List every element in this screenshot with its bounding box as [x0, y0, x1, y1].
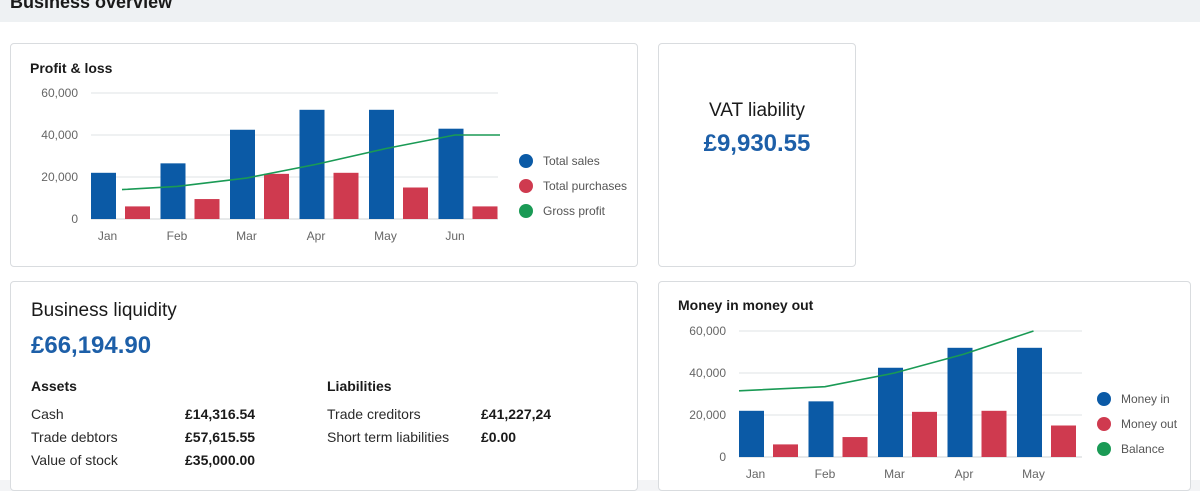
x-tick-label: May: [374, 229, 397, 243]
asset-row: Cash £14,316.54: [31, 406, 291, 428]
line-balance: [738, 330, 1034, 392]
asset-label: Cash: [31, 406, 64, 422]
y-tick-label: 0: [71, 212, 78, 226]
legend-marker: [1097, 417, 1111, 431]
bar-total-purchases: [472, 206, 498, 219]
x-tick-label: Feb: [167, 229, 188, 243]
y-tick-label: 40,000: [41, 128, 78, 142]
bar-total-sales: [438, 128, 464, 219]
y-tick-label: 20,000: [41, 170, 78, 184]
legend-marker: [519, 179, 533, 193]
x-tick-label: Apr: [307, 229, 326, 243]
bar-total-sales: [369, 109, 394, 219]
legend-marker: [1097, 392, 1111, 406]
liability-row: Trade creditors £41,227,24: [327, 406, 607, 428]
bar-money-in: [878, 367, 903, 457]
liability-label: Trade creditors: [327, 406, 421, 422]
y-tick-label: 20,000: [689, 408, 726, 422]
bar-total-sales: [91, 172, 116, 219]
profit-loss-title: Profit & loss: [30, 60, 113, 76]
legend-marker: [519, 154, 533, 168]
business-liquidity-title: Business liquidity: [31, 300, 177, 321]
vat-liability-card[interactable]: VAT liability £9,930.55: [658, 43, 856, 267]
bar-total-purchases: [194, 199, 220, 219]
asset-value: £14,316.54: [185, 406, 256, 422]
legend-label: Balance: [1121, 442, 1165, 456]
x-tick-label: Feb: [815, 467, 836, 481]
profit-loss-card[interactable]: Profit & loss 60,000 40,000 20,000 0 Jan Feb M…: [10, 43, 638, 267]
money-in-out-title: Money in money out: [678, 297, 814, 313]
legend-label: Money in: [1121, 392, 1170, 406]
asset-value: £57,615.55: [185, 429, 256, 445]
asset-value: £35,000.00: [185, 452, 256, 468]
money-in-out-card[interactable]: Money in money out 60,000 40,000 20,000 0 Ja…: [658, 281, 1191, 491]
legend-label: Total purchases: [543, 179, 627, 193]
bar-money-in: [739, 410, 764, 457]
y-tick-label: 40,000: [689, 366, 726, 380]
y-tick-label: 60,000: [41, 86, 78, 100]
legend-label: Gross profit: [543, 204, 606, 218]
bar-money-in: [1017, 347, 1042, 457]
business-liquidity-card[interactable]: Business liquidity £66,194.90 Assets Cas…: [10, 281, 638, 491]
legend-marker: [519, 204, 533, 218]
bar-money-out: [1051, 425, 1076, 457]
x-tick-label: May: [1022, 467, 1045, 481]
dashboard: Profit & loss 60,000 40,000 20,000 0 Jan Feb M…: [0, 22, 1200, 491]
assets-heading: Assets: [31, 378, 77, 394]
y-tick-label: 60,000: [689, 324, 726, 338]
legend-marker: [1097, 442, 1111, 456]
x-tick-label: Apr: [955, 467, 974, 481]
x-tick-label: Mar: [884, 467, 905, 481]
asset-row: Trade debtors £57,615.55: [31, 429, 291, 451]
asset-label: Value of stock: [31, 452, 118, 468]
bar-total-purchases: [264, 173, 289, 219]
x-tick-label: Jun: [445, 229, 464, 243]
money-in-out-chart: 60,000 40,000 20,000 0 Jan Feb Mar Apr May Money …: [689, 324, 1178, 481]
liability-row: Short term liabilities £0.00: [327, 429, 607, 451]
bar-money-in: [808, 401, 834, 457]
liability-value: £41,227,24: [481, 406, 552, 422]
liabilities-heading: Liabilities: [327, 378, 392, 394]
x-tick-label: Jan: [98, 229, 117, 243]
x-tick-label: Jan: [746, 467, 765, 481]
asset-row: Value of stock £35,000.00: [31, 452, 291, 474]
bar-money-out: [981, 410, 1007, 457]
bar-money-out: [912, 411, 937, 457]
bar-total-purchases: [403, 187, 428, 219]
profit-loss-chart: 60,000 40,000 20,000 0 Jan Feb Mar Apr May Jun Tot…: [41, 86, 627, 243]
bar-money-out: [773, 444, 798, 457]
liability-value: £0.00: [481, 429, 517, 445]
legend-label: Money out: [1121, 417, 1178, 431]
vat-liability-amount: £9,930.55: [703, 130, 811, 157]
bar-total-sales: [160, 163, 186, 219]
business-liquidity-amount: £66,194.90: [31, 332, 152, 359]
bar-money-out: [842, 437, 868, 457]
bar-money-in: [947, 347, 973, 457]
line-gross-profit: [121, 134, 500, 191]
y-tick-label: 0: [719, 450, 726, 464]
bar-total-purchases: [333, 172, 359, 219]
page-title: Business overview: [10, 0, 173, 12]
legend-label: Total sales: [543, 154, 600, 168]
asset-label: Trade debtors: [31, 429, 118, 445]
bar-total-purchases: [125, 206, 150, 219]
liability-label: Short term liabilities: [327, 429, 450, 445]
vat-liability-title: VAT liability: [708, 100, 806, 121]
page-header: Business overview: [0, 0, 1200, 22]
bar-total-sales: [230, 129, 255, 219]
x-tick-label: Mar: [236, 229, 257, 243]
